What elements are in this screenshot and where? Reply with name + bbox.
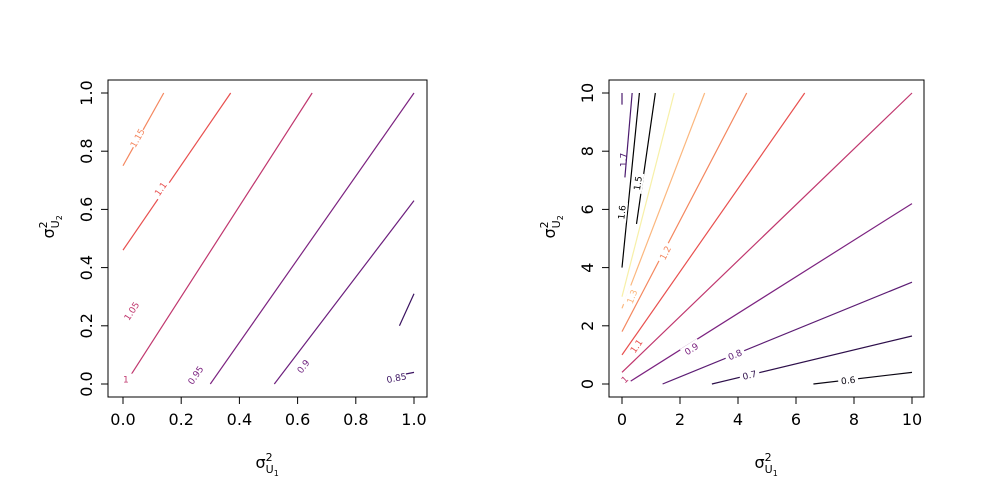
contour-label-bg: [121, 299, 142, 323]
contour-label: 0.85: [386, 372, 408, 386]
contour-label-bg: [655, 241, 675, 265]
contour-label: 1.15: [129, 127, 148, 149]
contour-label-bg: [723, 345, 747, 364]
contour-label-bg: [630, 172, 645, 194]
contour-label-bg: [385, 370, 408, 386]
contour-label: 1: [620, 375, 631, 386]
contour-line: [621, 92, 675, 297]
contour-line: [621, 92, 806, 356]
contour-line: [122, 92, 232, 251]
x-tick-label: 6: [791, 410, 801, 429]
contour-line: [630, 203, 913, 382]
contour-label-bg: [622, 285, 641, 308]
contour-label-bg: [837, 373, 859, 387]
contour-label-bg: [127, 126, 147, 150]
y-tick-label: 0.0: [77, 371, 96, 396]
contour-line: [813, 371, 913, 385]
contour-line: [621, 92, 748, 332]
contour-line: [209, 92, 415, 385]
contour-label-bg: [679, 338, 703, 359]
y-axis-title: σ2U2: [538, 215, 565, 238]
y-tick-label: 2: [578, 321, 597, 331]
y-tick-label: 0.8: [77, 138, 96, 163]
y-axis-title: σ2U2: [37, 215, 64, 238]
contour-line: [122, 92, 165, 167]
y-tick-label: 0.6: [77, 197, 96, 222]
y-tick-label: 8: [578, 146, 597, 156]
contour-label: 1.05: [123, 301, 142, 323]
contour-label: 0.6: [841, 376, 857, 388]
x-tick-label: 0.6: [285, 410, 310, 429]
x-tick-label: 1.0: [401, 410, 426, 429]
x-tick-label: 0.4: [227, 410, 252, 429]
contour-line: [621, 92, 913, 373]
contour-label-bg: [625, 334, 647, 358]
contour-line: [128, 92, 313, 379]
y-tick-label: 0.4: [77, 255, 96, 280]
contour-line: [621, 92, 640, 268]
x-tick-label: 4: [733, 410, 743, 429]
y-tick-label: 6: [578, 204, 597, 214]
contour-label-bg: [115, 373, 136, 385]
y-tick-label: 1.0: [77, 80, 96, 105]
contour-line: [662, 281, 913, 385]
contour-line: [624, 92, 633, 178]
y-tick-label: 10: [578, 83, 597, 103]
contour-label-bg: [615, 201, 628, 223]
x-tick-label: 0: [617, 410, 627, 429]
contour-line: [621, 92, 706, 309]
contour-label: 1.6: [617, 205, 628, 221]
x-tick-label: 0.2: [168, 410, 193, 429]
contour-label: 0.95: [187, 365, 207, 387]
contour-label: 1: [123, 376, 129, 386]
contour-line: [273, 200, 415, 385]
x-tick-label: 0.0: [110, 410, 135, 429]
contour-label-bg: [185, 363, 206, 387]
x-tick-label: 0.8: [343, 410, 368, 429]
contour-line: [398, 293, 415, 327]
plot-frame: [107, 79, 428, 398]
contour-label-bg: [613, 368, 636, 391]
x-axis-title: σ2 U1: [755, 451, 778, 478]
x-axis-title: σ2 U1: [256, 451, 279, 478]
x-tick-label: 8: [849, 410, 859, 429]
left-contour-panel: 0.0 0.2 0.4 0.6 0.8 1.0 0.0 0.2 0.4 0.6 0.8 1.0 σ2 U1…: [37, 79, 428, 478]
contour-label: 1.3: [626, 289, 640, 306]
x-tick-label: 10: [902, 410, 922, 429]
y-tick-label: 4: [578, 263, 597, 273]
contour-label-bg: [292, 354, 314, 378]
y-tick-label: 0: [578, 379, 597, 389]
y-tick-label: 0.2: [77, 313, 96, 338]
contour-label-bg: [738, 367, 761, 383]
contour-label: 1.5: [633, 176, 645, 192]
contour-line: [635, 92, 656, 225]
contour-label: 1.7: [619, 153, 629, 167]
contour-label: 0.7: [742, 370, 758, 383]
x-tick-label: 2: [675, 410, 685, 429]
contour-label-bg: [150, 177, 171, 201]
